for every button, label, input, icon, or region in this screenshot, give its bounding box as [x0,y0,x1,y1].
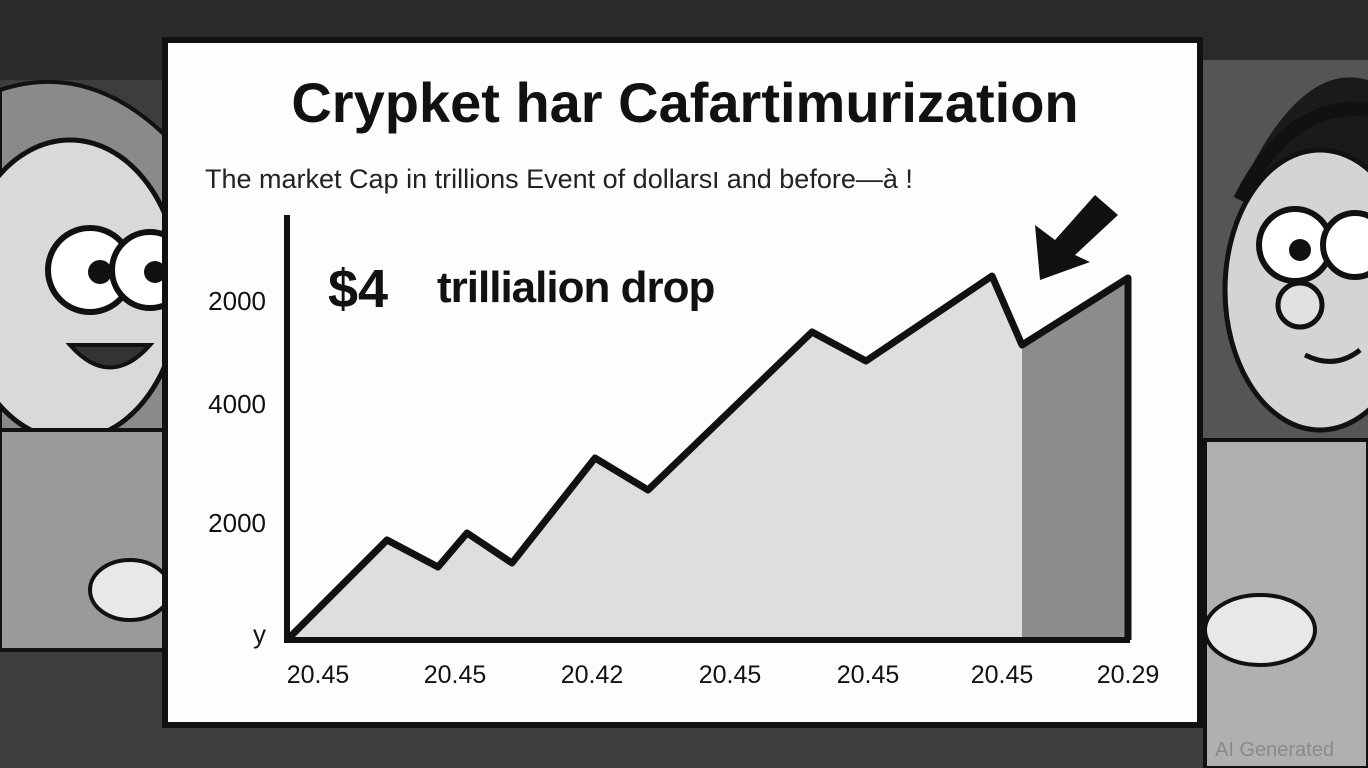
x-axis-label: 20.42 [561,661,624,689]
x-axis-label: 20.29 [1097,661,1160,689]
area-fill [287,276,1022,640]
x-axis-label: 20.45 [971,661,1034,689]
watermark: AI Generated [1215,739,1334,761]
x-axis-label: 20.45 [699,661,762,689]
annotation-text: trillialion drop [437,263,714,312]
x-axis-label: 20.45 [424,661,487,689]
line [284,272,1132,643]
title: Crypket har Cafartimurization [291,71,1078,134]
arrow [1035,195,1118,280]
subtitle: The market Cap in trillions Event of dol… [205,164,913,194]
right-character [1203,77,1368,768]
annotation-amount: $4 [328,259,388,319]
y-axis-label: 2000 [208,508,266,538]
y-axis-label: y [253,619,266,649]
y-axis-label: 2000 [208,286,266,316]
y-axis-labels: 2000 4000 2000 y [208,286,266,649]
x-axis-label: 20.45 [287,661,350,689]
y-axis-label: 4000 [208,389,266,419]
x-axis-labels: 20.45 20.45 20.42 20.45 20.45 20.45 20.29 [287,661,1160,689]
x-axis-label: 20.45 [837,661,900,689]
left-character [0,79,191,652]
highlight-area [1022,278,1128,640]
